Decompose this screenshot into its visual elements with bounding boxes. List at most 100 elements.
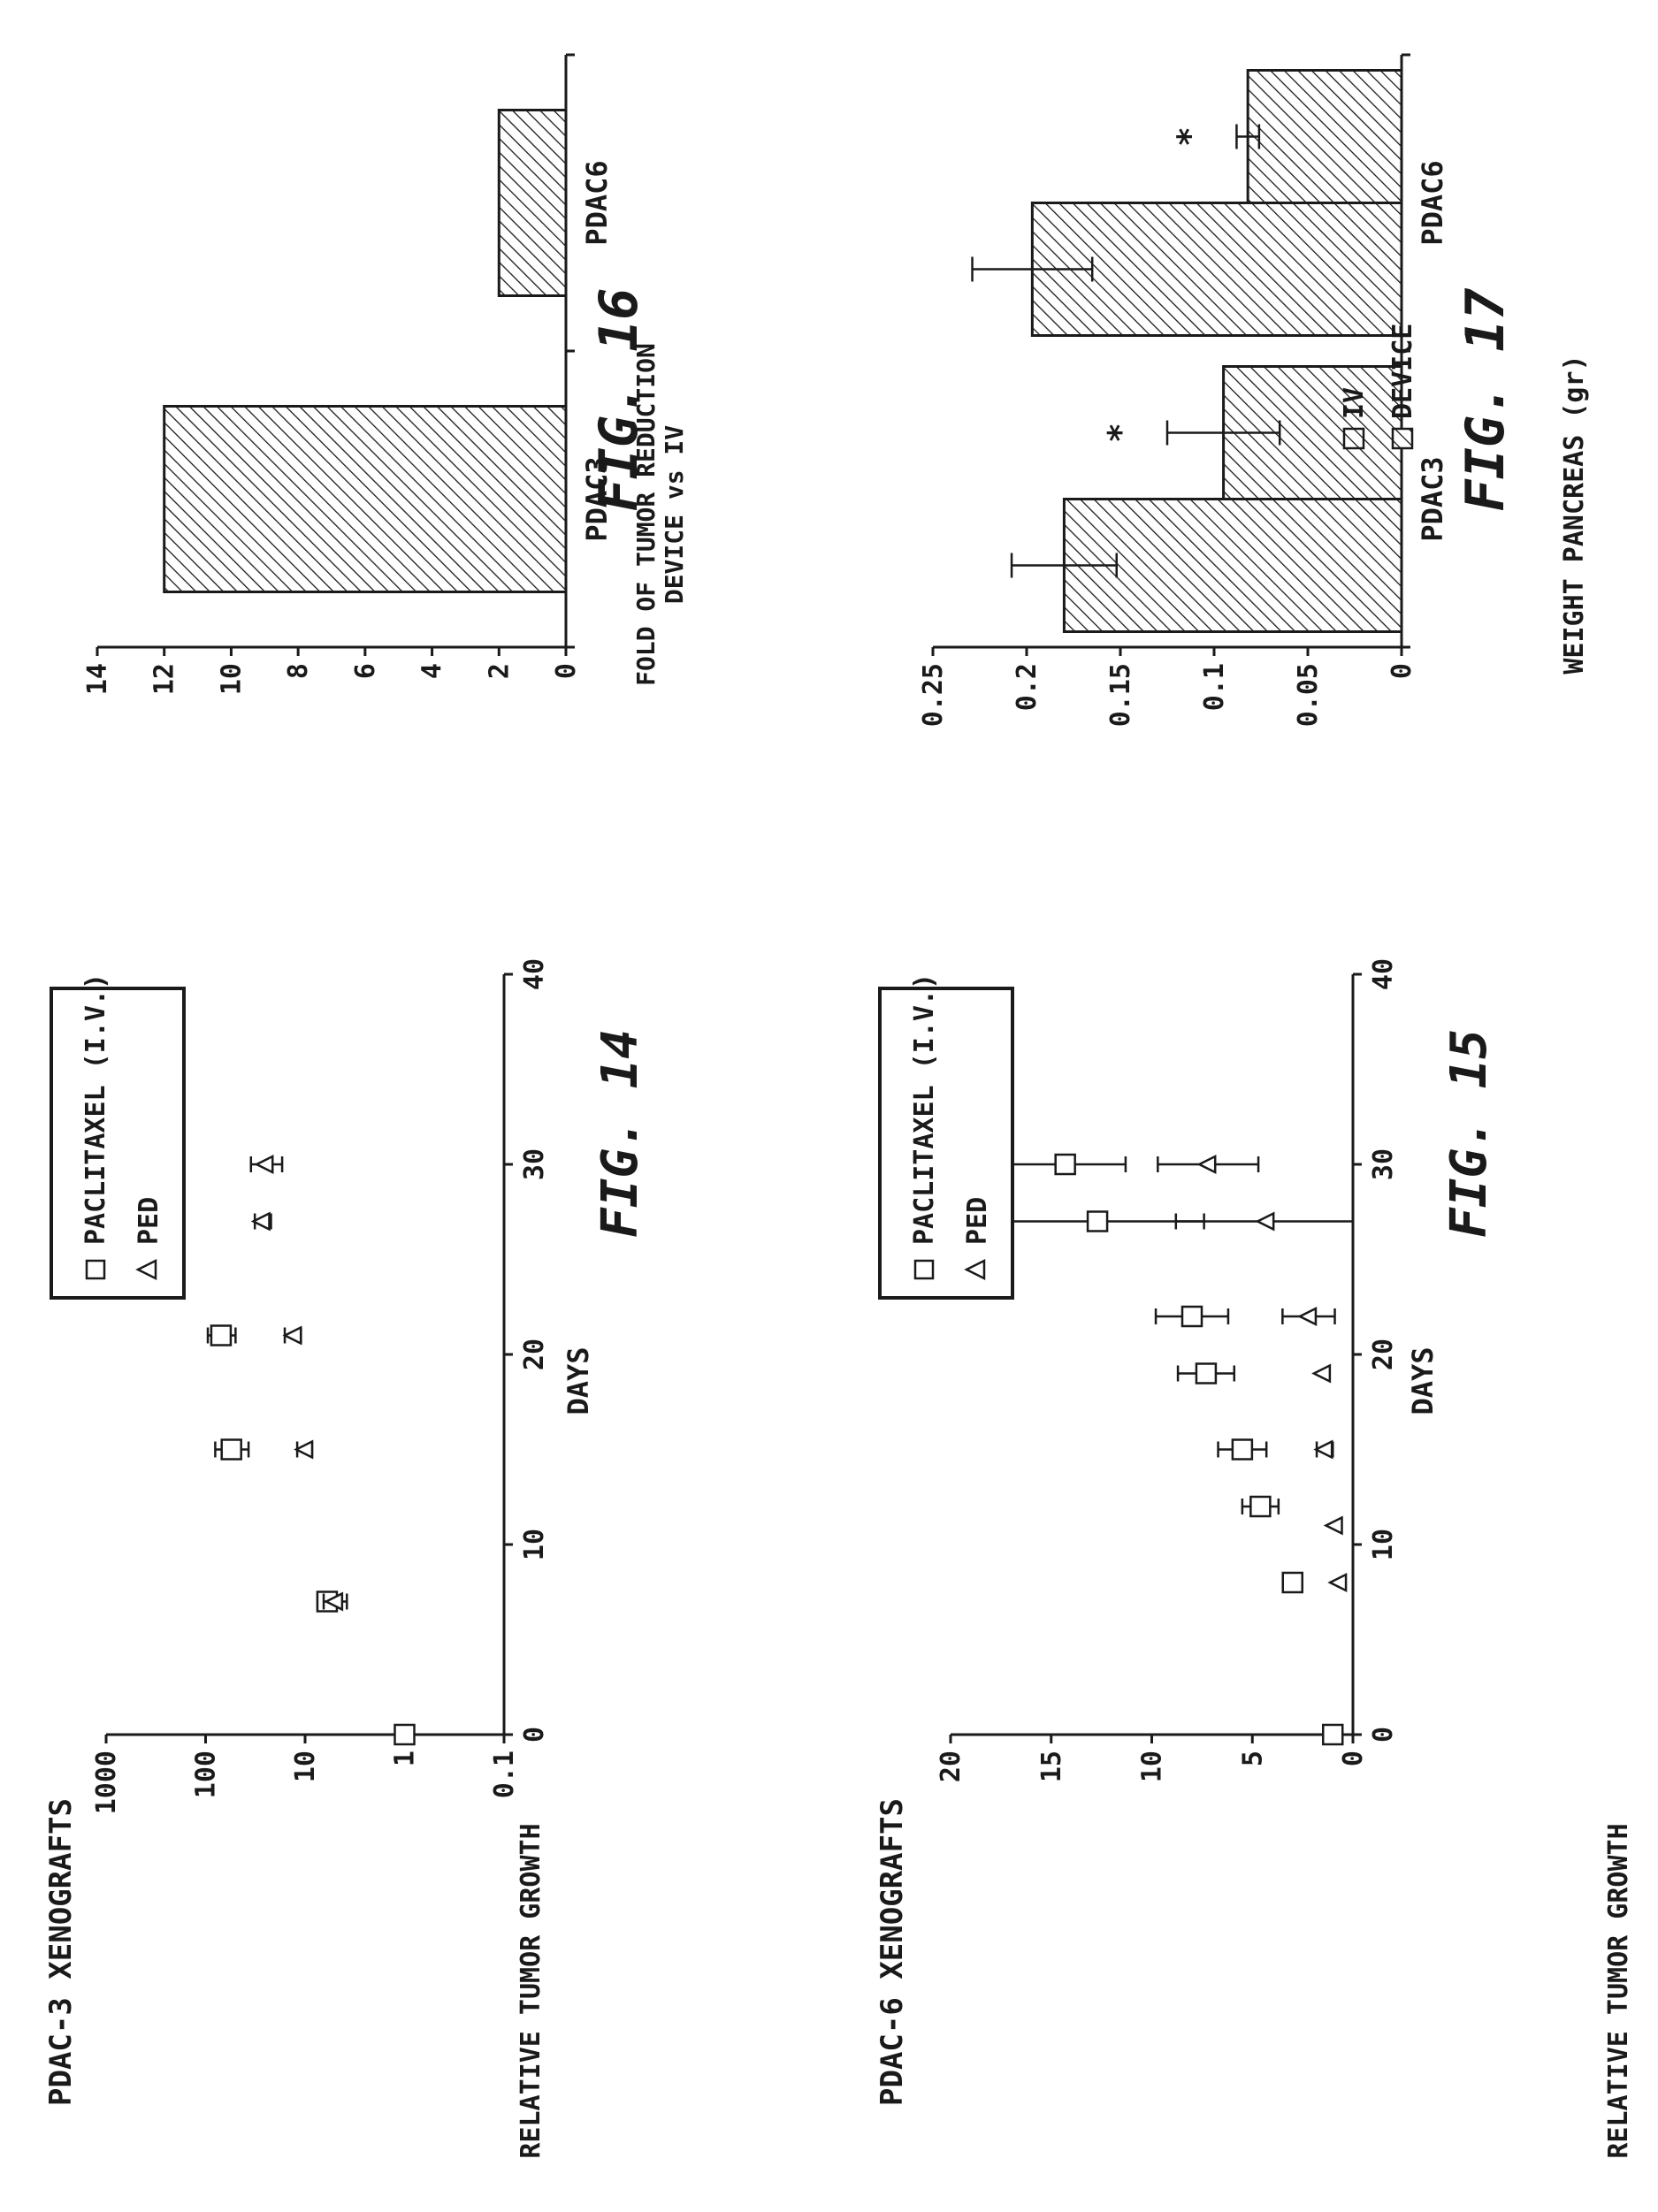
fig14-point-ped — [254, 1154, 274, 1175]
fig14-point-paclitaxel — [393, 1723, 416, 1746]
fig16-y-tick-label: 8 — [283, 663, 314, 679]
fig16-y-tick-label: 12 — [149, 663, 180, 695]
fig17-figure-label: FIG. 17 — [1455, 288, 1517, 512]
fig15-point-paclitaxel — [1086, 1210, 1109, 1232]
fig14-legend-box — [50, 987, 186, 1300]
fig14-legend-ped: PED — [134, 1197, 164, 1245]
fig15-point-ped — [1311, 1363, 1332, 1384]
fig17-y-tick-label: 0 — [1387, 663, 1417, 679]
fig17-significance-marker: * — [1170, 126, 1209, 147]
fig16-ylabel-line2: DEVICE vs IV — [660, 425, 689, 604]
fig14-x-tick-label: 40 — [519, 958, 550, 990]
triangle-icon — [964, 1258, 986, 1281]
fig16-y-tick-label: 10 — [216, 663, 247, 695]
fig16-y-tick-label: 4 — [417, 663, 448, 679]
fig14-x-tick-label: 20 — [519, 1339, 550, 1370]
fig15-title: PDAC-6 XENOGRAFTS — [875, 1798, 910, 2106]
fig15-point-paclitaxel — [1249, 1495, 1272, 1518]
fig15-point-ped — [1313, 1439, 1333, 1460]
fig14-x-tick-label: 10 — [519, 1529, 550, 1560]
fig17-category-label: PDAC3 — [1416, 456, 1449, 541]
fig15-xlabel: DAYS — [1406, 1346, 1440, 1415]
fig15-point-paclitaxel — [1180, 1305, 1203, 1328]
fig17-ylabel: WEIGHT PANCREAS (gr) — [1559, 355, 1590, 674]
fig14-y-tick-label: 1000 — [91, 1751, 122, 1814]
fig17-y-tick-label: 0.15 — [1105, 663, 1136, 727]
fig15-x-tick-label: 20 — [1368, 1339, 1399, 1370]
triangle-icon — [135, 1258, 157, 1281]
fig17-legend-device: DEVICE — [1387, 324, 1418, 419]
fig16-category-label: PDAC3 — [580, 456, 614, 541]
fig14-title: PDAC-3 XENOGRAFTS — [43, 1798, 79, 2106]
fig15-ylabel: RELATIVE TUMOR GROWTH — [1603, 1823, 1634, 2158]
fig15-plot-area: 0 10 20 30 40 0 5 10 15 20 — [936, 958, 1399, 1782]
fig16-plot-area: 0 2 4 6 8 10 12 14 PDAC3 PDAC6 — [82, 53, 614, 695]
fig14-plot-area: 0 10 20 30 40 0.1 1 10 100 1000 — [91, 958, 550, 1814]
fig16-figure-label: FIG. 16 — [588, 288, 650, 512]
device-swatch-icon — [1391, 427, 1414, 450]
iv-swatch-icon — [1342, 427, 1365, 450]
fig16-ylabel-line1: FOLD OF TUMOR REDUCTION — [631, 343, 661, 686]
fig14-y-tick-label: 100 — [191, 1751, 222, 1798]
fig15-point-paclitaxel — [1231, 1438, 1254, 1461]
fig15-x-tick-label: 0 — [1368, 1727, 1399, 1743]
fig15-x-tick-label: 10 — [1368, 1529, 1399, 1560]
fig15-legend: PACLITAXEL (I.V.) PED — [878, 973, 1014, 1300]
fig14-point-ped — [324, 1591, 344, 1612]
fig15-point-ped — [1297, 1306, 1318, 1327]
fig17-chart: 0 0.05 0.1 0.15 0.2 0.25 PDAC3 PDAC6 * * IV DEVIC… — [918, 53, 1590, 727]
fig14-x-tick-label: 0 — [519, 1727, 550, 1743]
fig17-significance-marker: * — [1101, 423, 1140, 443]
fig14-y-tick-label: 10 — [290, 1751, 321, 1782]
fig16-bar-pdac6 — [497, 109, 568, 297]
fig15-x-tick-label: 40 — [1368, 958, 1399, 990]
fig16-category-label: PDAC6 — [580, 160, 614, 245]
fig15-legend-paclitaxel: PACLITAXEL (I.V.) — [909, 973, 940, 1245]
fig17-legend-iv: IV — [1339, 387, 1370, 419]
fig14-legend-paclitaxel: PACLITAXEL (I.V.) — [80, 973, 111, 1245]
fig14-point-ped — [294, 1439, 314, 1460]
fig15-point-ped — [1327, 1572, 1348, 1593]
fig14-ylabel: RELATIVE TUMOR GROWTH — [516, 1823, 546, 2158]
fig14-legend: PACLITAXEL (I.V.) PED — [50, 973, 186, 1300]
fig17-plot-area: 0 0.05 0.1 0.15 0.2 0.25 PDAC3 PDAC6 * * — [918, 53, 1449, 727]
fig14-y-tick-label: 1 — [390, 1751, 421, 1766]
fig15-legend-box — [878, 987, 1014, 1300]
fig15-y-tick-label: 15 — [1036, 1751, 1067, 1782]
fig17-bar-device-pdac6 — [1246, 69, 1403, 204]
fig15-point-paclitaxel — [1054, 1153, 1076, 1176]
fig17-legend: IV DEVICE — [1339, 324, 1418, 450]
fig14-x-tick-label: 30 — [519, 1148, 550, 1180]
fig14-point-paclitaxel — [210, 1324, 233, 1346]
fig15-point-ped — [1323, 1515, 1343, 1536]
fig14-point-ped — [250, 1211, 271, 1232]
fig15-figure-label: FIG. 15 — [1440, 1029, 1498, 1238]
fig15-y-tick-label: 5 — [1237, 1751, 1268, 1766]
fig17-y-tick-label: 0.05 — [1293, 663, 1324, 727]
fig15-y-tick-label: 10 — [1137, 1751, 1168, 1782]
fig17-y-tick-label: 0.2 — [1012, 663, 1043, 711]
fig15-point-paclitaxel — [1322, 1723, 1344, 1746]
fig17-y-tick-label: 0.1 — [1199, 663, 1230, 711]
fig15-legend-ped: PED — [962, 1197, 993, 1245]
fig14-chart: PDAC-3 XENOGRAFTS 0 10 20 30 40 0.1 1 10 100 1000… — [43, 958, 649, 2159]
fig14-figure-label: FIG. 14 — [592, 1029, 649, 1238]
square-icon — [85, 1259, 106, 1280]
fig15-y-tick-label: 0 — [1338, 1751, 1369, 1766]
fig15-point-ped — [1196, 1154, 1217, 1175]
fig16-bar-pdac3 — [163, 405, 568, 593]
fig15-point-paclitaxel — [1281, 1571, 1303, 1594]
fig16-y-tick-label: 14 — [82, 663, 113, 695]
fig14-y-tick-label: 0.1 — [489, 1751, 520, 1798]
fig17-category-label: PDAC6 — [1416, 160, 1449, 245]
fig14-xlabel: DAYS — [562, 1346, 595, 1415]
fig15-point-ped — [1255, 1211, 1275, 1232]
fig17-y-tick-label: 0.25 — [918, 663, 949, 727]
fig14-point-ped — [282, 1325, 302, 1346]
fig14-point-paclitaxel — [220, 1438, 242, 1461]
fig15-point-paclitaxel — [1195, 1362, 1218, 1384]
fig15-y-tick-label: 20 — [936, 1751, 967, 1782]
fig16-y-tick-label: 6 — [350, 663, 381, 679]
square-icon — [913, 1259, 935, 1280]
